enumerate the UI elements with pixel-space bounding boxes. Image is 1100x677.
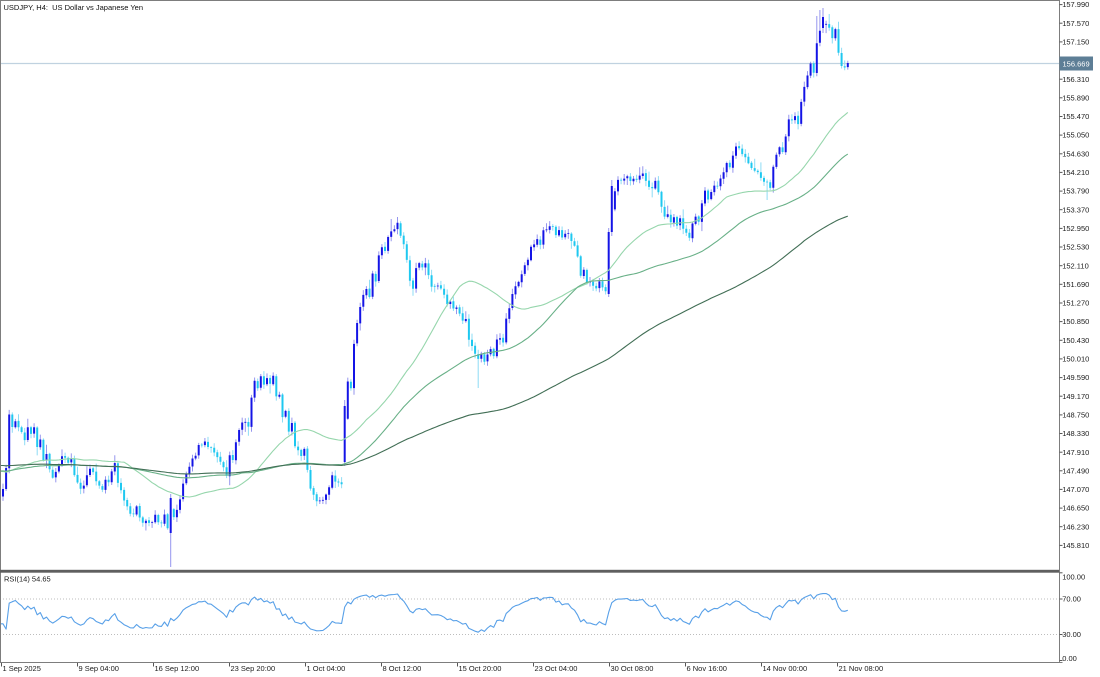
svg-text:16 Sep 12:00: 16 Sep 12:00 [155, 664, 200, 673]
svg-text:15 Oct 20:00: 15 Oct 20:00 [459, 664, 502, 673]
svg-text:155.050: 155.050 [1062, 131, 1089, 140]
svg-text:30.00: 30.00 [1062, 630, 1081, 639]
svg-text:149.170: 149.170 [1062, 392, 1089, 401]
svg-text:70.00: 70.00 [1062, 595, 1081, 604]
svg-text:155.890: 155.890 [1062, 93, 1089, 102]
svg-text:152.110: 152.110 [1062, 261, 1089, 270]
svg-text:153.790: 153.790 [1062, 187, 1089, 196]
svg-text:147.070: 147.070 [1062, 485, 1089, 494]
svg-text:USDJPY, H4: US Dollar vs Japa: USDJPY, H4: US Dollar vs Japanese Yen [4, 3, 144, 12]
svg-text:156.669: 156.669 [1063, 60, 1090, 69]
svg-text:155.470: 155.470 [1062, 112, 1089, 121]
svg-text:148.330: 148.330 [1062, 429, 1089, 438]
svg-text:147.490: 147.490 [1062, 466, 1089, 475]
svg-text:151.270: 151.270 [1062, 299, 1089, 308]
svg-text:150.430: 150.430 [1062, 336, 1089, 345]
svg-text:6 Nov 16:00: 6 Nov 16:00 [687, 664, 727, 673]
svg-text:150.850: 150.850 [1062, 317, 1089, 326]
svg-text:23 Oct 04:00: 23 Oct 04:00 [535, 664, 578, 673]
svg-text:21 Nov 08:00: 21 Nov 08:00 [839, 664, 884, 673]
svg-text:150.010: 150.010 [1062, 355, 1089, 364]
svg-text:152.530: 152.530 [1062, 243, 1089, 252]
svg-text:149.590: 149.590 [1062, 373, 1089, 382]
svg-text:156.310: 156.310 [1062, 75, 1089, 84]
svg-text:1 Oct 04:00: 1 Oct 04:00 [307, 664, 346, 673]
svg-text:157.150: 157.150 [1062, 38, 1089, 47]
svg-text:147.910: 147.910 [1062, 448, 1089, 457]
svg-text:30 Oct 08:00: 30 Oct 08:00 [611, 664, 654, 673]
svg-text:154.630: 154.630 [1062, 149, 1089, 158]
svg-text:146.230: 146.230 [1062, 522, 1089, 531]
svg-text:152.950: 152.950 [1062, 224, 1089, 233]
svg-text:100.00: 100.00 [1062, 573, 1085, 582]
svg-text:157.570: 157.570 [1062, 19, 1089, 28]
svg-text:153.370: 153.370 [1062, 205, 1089, 214]
svg-text:23 Sep 20:00: 23 Sep 20:00 [231, 664, 276, 673]
svg-text:1 Sep 2025: 1 Sep 2025 [3, 664, 41, 673]
svg-text:14 Nov 00:00: 14 Nov 00:00 [763, 664, 808, 673]
svg-text:148.750: 148.750 [1062, 411, 1089, 420]
svg-text:157.990: 157.990 [1062, 0, 1089, 9]
svg-text:145.810: 145.810 [1062, 541, 1089, 550]
svg-text:RSI(14) 54.65: RSI(14) 54.65 [4, 575, 51, 584]
svg-text:154.210: 154.210 [1062, 168, 1089, 177]
svg-text:0.00: 0.00 [1062, 654, 1077, 663]
svg-text:8 Oct 12:00: 8 Oct 12:00 [383, 664, 422, 673]
svg-text:146.650: 146.650 [1062, 504, 1089, 513]
svg-text:151.690: 151.690 [1062, 280, 1089, 289]
svg-text:9 Sep 04:00: 9 Sep 04:00 [79, 664, 119, 673]
